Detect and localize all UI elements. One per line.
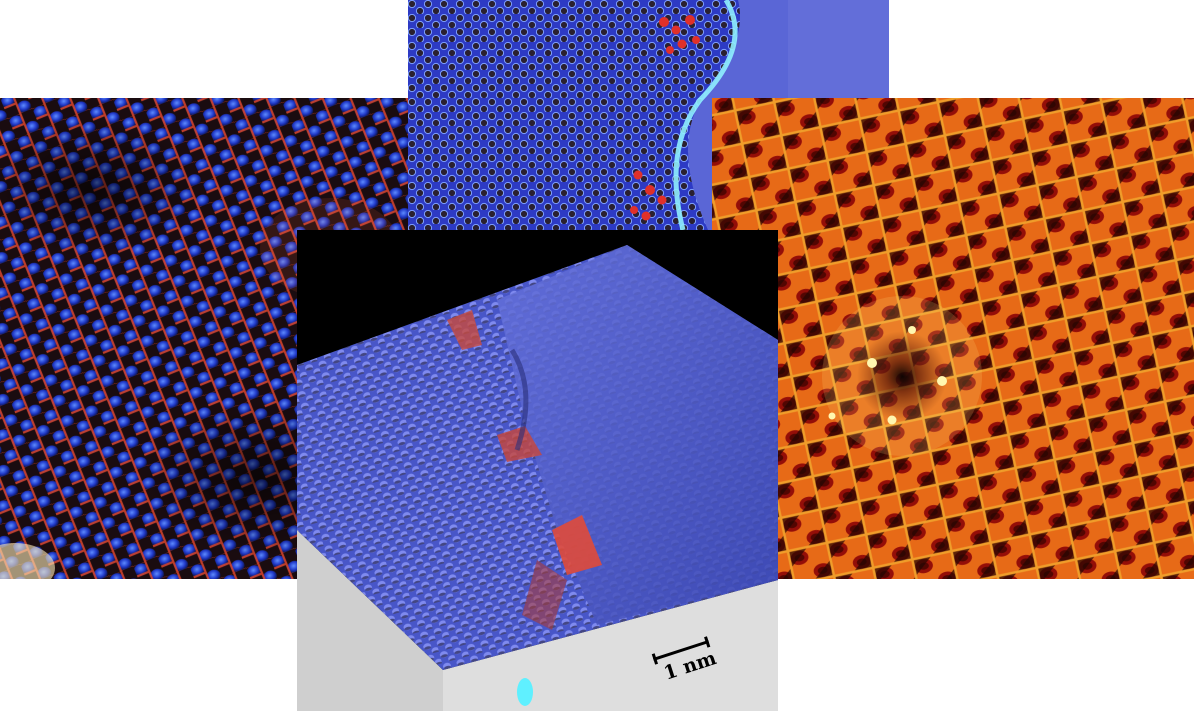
heat-lattice-image bbox=[712, 98, 1194, 579]
stm-3d-surface: 1 nm bbox=[297, 230, 778, 711]
3d-surface-image bbox=[297, 230, 778, 711]
stm-image-right bbox=[712, 98, 1194, 579]
